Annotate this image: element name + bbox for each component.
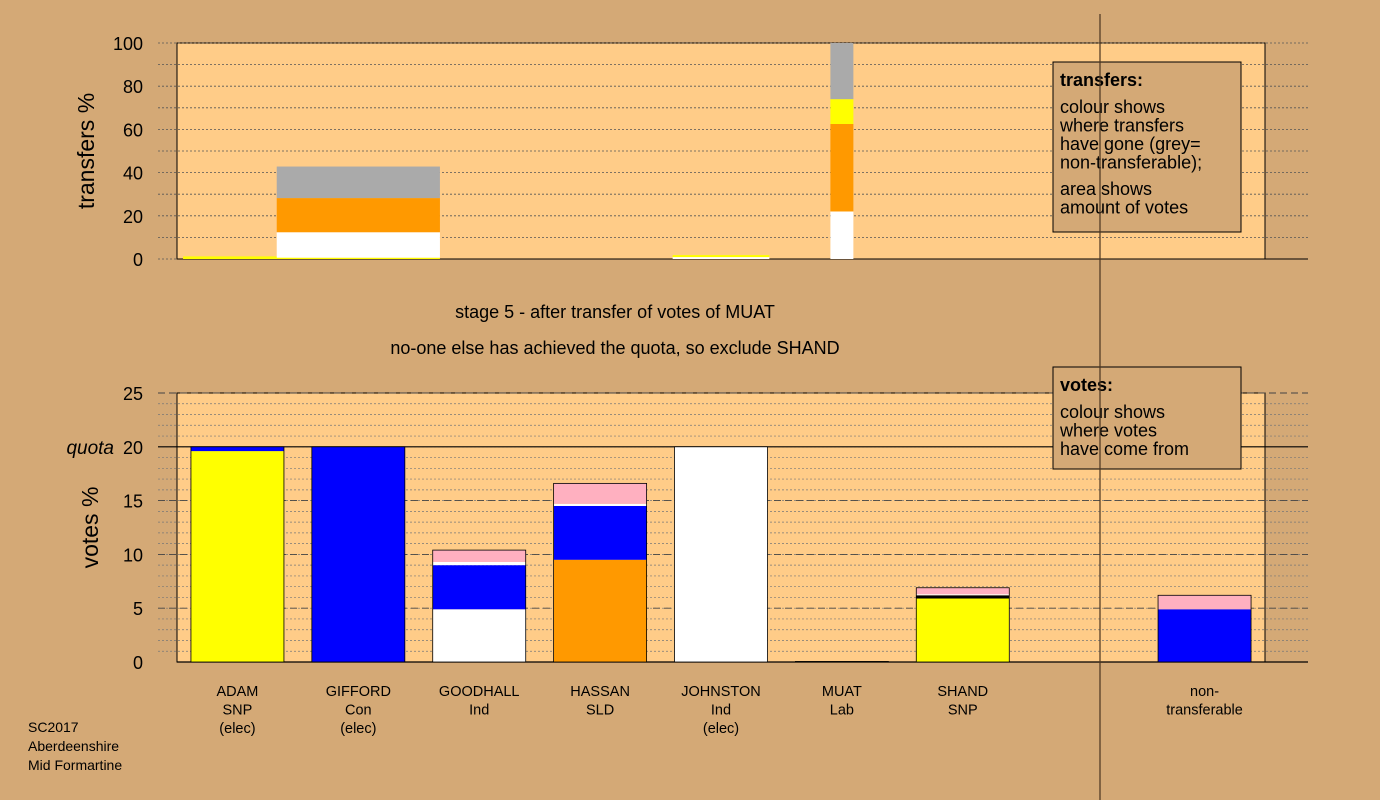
transfers-legend-line: amount of votes (1060, 198, 1188, 218)
transfer-bar-segment (830, 43, 854, 100)
category-label: GIFFORD (326, 684, 391, 700)
vote-bar-segment (553, 483, 647, 504)
category-label: SNP (948, 703, 978, 719)
transfer-bar-segment (276, 198, 440, 233)
votes-legend-box (1052, 366, 1242, 470)
category-label: (elec) (703, 721, 739, 737)
transfers-y-tick-label: 60 (123, 120, 143, 140)
vote-bar-segment (432, 565, 526, 610)
transfers-y-axis-label: transfers % (73, 93, 99, 209)
transfers-legend-line: where transfers (1059, 116, 1184, 136)
transfer-bar-segment (276, 257, 440, 259)
vote-bar-segment (916, 595, 1010, 599)
transfers-legend-box (1052, 61, 1242, 233)
vote-bar-segment (1158, 595, 1252, 610)
stage-caption: stage 5 - after transfer of votes of MUA… (455, 302, 775, 322)
transfer-bar-segment (276, 166, 440, 199)
category-label: Ind (711, 703, 731, 719)
footer-ward: Mid Formartine (28, 757, 123, 773)
vote-bar-segment (916, 594, 1010, 596)
vote-bar-outline (674, 446, 768, 663)
category-label: SLD (586, 703, 614, 719)
category-label: (elec) (219, 721, 255, 737)
votes-legend-line: where votes (1059, 421, 1157, 441)
transfers-legend-line: colour shows (1060, 97, 1165, 117)
vote-bar-segment (916, 598, 1010, 662)
category-label: (elec) (340, 721, 376, 737)
vote-bar-segment (674, 446, 768, 662)
footer: SC2017 Aberdeenshire Mid Formartine (28, 718, 122, 775)
votes-y-tick-label: 5 (133, 599, 143, 619)
vote-bar-outline (553, 482, 648, 663)
vote-bar-segment (311, 446, 405, 662)
transfer-bar-segment (830, 124, 854, 212)
category-label: non- (1190, 684, 1219, 700)
stage-note: no-one else has achieved the quota, so e… (390, 338, 839, 358)
transfers-y-tick-label: 40 (123, 164, 143, 184)
transfer-bar-segment (183, 256, 292, 259)
category-label: Con (345, 703, 372, 719)
footer-election: SC2017 (28, 719, 79, 735)
vote-bar-segment (1158, 609, 1252, 662)
votes-chart: 0 5 10 15 20 25 quota votes % ADAM SNP (elec) GIFFO… (66, 384, 1308, 737)
vote-bar-outline (190, 446, 285, 663)
transfer-bar-segment (830, 211, 854, 259)
votes-y-tick-label: 10 (123, 545, 143, 565)
vote-bar-outline (794, 661, 889, 663)
category-label: ADAM (216, 684, 258, 700)
transfer-bar-segment (276, 232, 440, 258)
vote-bar-segment (432, 550, 526, 562)
votes-legend-title: votes: (1060, 375, 1113, 395)
vote-bar-segment (553, 503, 647, 506)
transfer-bar-segment (830, 99, 854, 124)
votes-y-axis-label: votes % (77, 487, 103, 569)
votes-legend-line: have come from (1060, 439, 1189, 459)
transfers-legend-title: transfers: (1060, 70, 1143, 90)
vote-bar-segment (190, 446, 284, 452)
quota-label: quota (66, 438, 114, 459)
votes-y-tick-label: 0 (133, 653, 143, 673)
vote-bar-outline (432, 549, 527, 663)
category-label: SNP (223, 703, 253, 719)
category-label: GOODHALL (439, 684, 520, 700)
transfers-y-tick-label: 100 (113, 34, 143, 54)
transfers-y-tick-label: 80 (123, 77, 143, 97)
transfers-legend-line: non-transferable); (1060, 153, 1202, 173)
votes-legend-line: colour shows (1060, 402, 1165, 422)
transfers-y-tick-label: 20 (123, 207, 143, 227)
transfers-legend-line: have gone (grey= (1060, 134, 1201, 154)
category-label: Ind (469, 703, 489, 719)
category-label: transferable (1166, 703, 1243, 719)
category-label: SHAND (937, 684, 988, 700)
transfers-y-tick-label: 0 (133, 250, 143, 270)
vote-bar-segment (553, 505, 647, 560)
vote-bar-segment (190, 451, 284, 662)
vote-bar-outline (311, 446, 406, 663)
vote-bar-outline (915, 587, 1010, 663)
votes-y-tick-label: 15 (123, 492, 143, 512)
votes-y-tick-label: 25 (123, 384, 143, 404)
votes-y-tick-label: 20 (123, 438, 143, 458)
category-label: Lab (830, 703, 854, 719)
transfers-legend-line: area shows (1060, 179, 1152, 199)
category-label: HASSAN (570, 684, 630, 700)
category-label: MUAT (822, 684, 862, 700)
footer-council: Aberdeenshire (28, 738, 120, 754)
category-label: JOHNSTON (681, 684, 761, 700)
transfer-bar-segment (672, 257, 770, 259)
vote-bar-outline (1157, 594, 1252, 663)
vote-bar-segment (432, 561, 526, 566)
transfer-bar-segment (672, 255, 770, 258)
vote-bar-segment (432, 609, 526, 662)
vote-bar-segment (916, 587, 1010, 595)
vote-bar-segment (553, 559, 647, 662)
